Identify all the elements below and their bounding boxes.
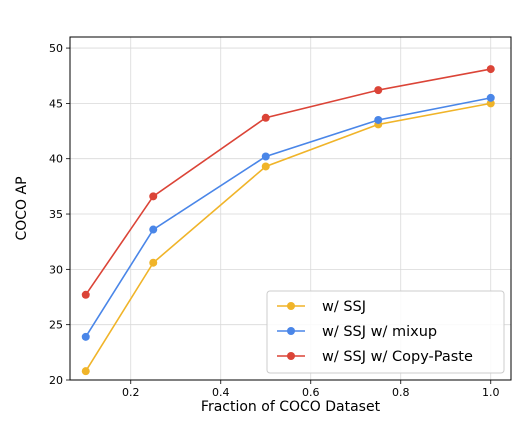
x-tick-label: 0.2 — [122, 386, 140, 399]
data-point — [81, 367, 90, 376]
data-point — [81, 290, 90, 299]
data-point — [486, 65, 495, 74]
legend-marker — [287, 352, 295, 360]
data-point — [149, 225, 158, 234]
data-point — [486, 93, 495, 102]
series-line — [85, 68, 491, 296]
x-tick-label: 0.8 — [392, 386, 410, 399]
y-axis-title: COCO AP — [14, 176, 30, 240]
series-layer — [81, 65, 495, 376]
legend-label: w/ SSJ w/ mixup — [322, 324, 437, 340]
data-point — [81, 332, 90, 341]
series-2 — [81, 93, 495, 341]
y-tick-label: 45 — [49, 97, 63, 110]
y-tick-label: 35 — [49, 208, 63, 221]
legend-label: w/ SSJ w/ Copy-Paste — [322, 349, 473, 365]
y-tick-label: 25 — [49, 319, 63, 332]
legend-label: w/ SSJ — [322, 299, 366, 315]
legend-item: w/ SSJ w/ Copy-Paste — [277, 349, 473, 365]
data-point — [374, 115, 383, 124]
data-point — [261, 152, 270, 161]
legend-marker — [287, 302, 295, 310]
series-1 — [81, 99, 495, 376]
data-point — [261, 113, 270, 122]
x-tick-label: 0.6 — [302, 386, 320, 399]
x-axis-title: Fraction of COCO Dataset — [201, 399, 381, 415]
legend-item: w/ SSJ — [277, 299, 366, 315]
y-tick-label: 50 — [49, 42, 63, 55]
x-tick-label: 1.0 — [482, 386, 500, 399]
series-3 — [81, 65, 495, 299]
data-point — [486, 99, 495, 108]
data-point — [261, 162, 270, 171]
legend-marker — [287, 327, 295, 335]
y-tick-label: 40 — [49, 153, 63, 166]
legend: w/ SSJ w/ SSJ w/ mixup w/ SSJ w/ Copy-Past… — [266, 290, 505, 374]
legend-box — [266, 290, 505, 374]
data-point — [149, 192, 158, 201]
y-tick-label: 30 — [49, 263, 63, 276]
legend-item: w/ SSJ w/ mixup — [277, 324, 437, 340]
y-tick-label: 20 — [49, 374, 63, 387]
plot-frame — [69, 36, 512, 381]
data-point — [149, 258, 158, 267]
tick-labels: 0.2 0.4 0.6 0.8 1.0 20 25 30 35 40 45 50 — [49, 42, 500, 399]
x-tick-label: 0.4 — [212, 386, 230, 399]
data-point — [374, 86, 383, 95]
